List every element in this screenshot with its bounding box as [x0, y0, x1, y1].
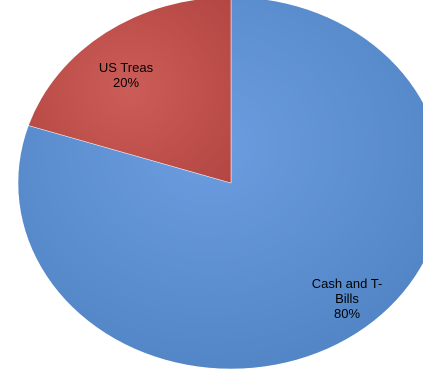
slice-label-line: US Treas: [99, 60, 154, 75]
slice-label-us-treas: US Treas 20%: [99, 60, 154, 90]
pie-slices: [17, 0, 423, 370]
slice-label-line: Bills: [335, 291, 359, 306]
pie-slice-us-treas: [28, 0, 232, 184]
pie-slice-cash-and-t-bills: [17, 0, 423, 370]
slice-label-line: 80%: [334, 306, 360, 321]
slice-label-line: 20%: [113, 75, 139, 90]
pie-labels: Cash and T-Bills 80% US Treas 20%: [99, 60, 382, 321]
slice-label-cash-and-t-bills: Cash and T-Bills 80%: [312, 276, 383, 321]
slice-label-line: Cash and T-: [312, 276, 383, 291]
